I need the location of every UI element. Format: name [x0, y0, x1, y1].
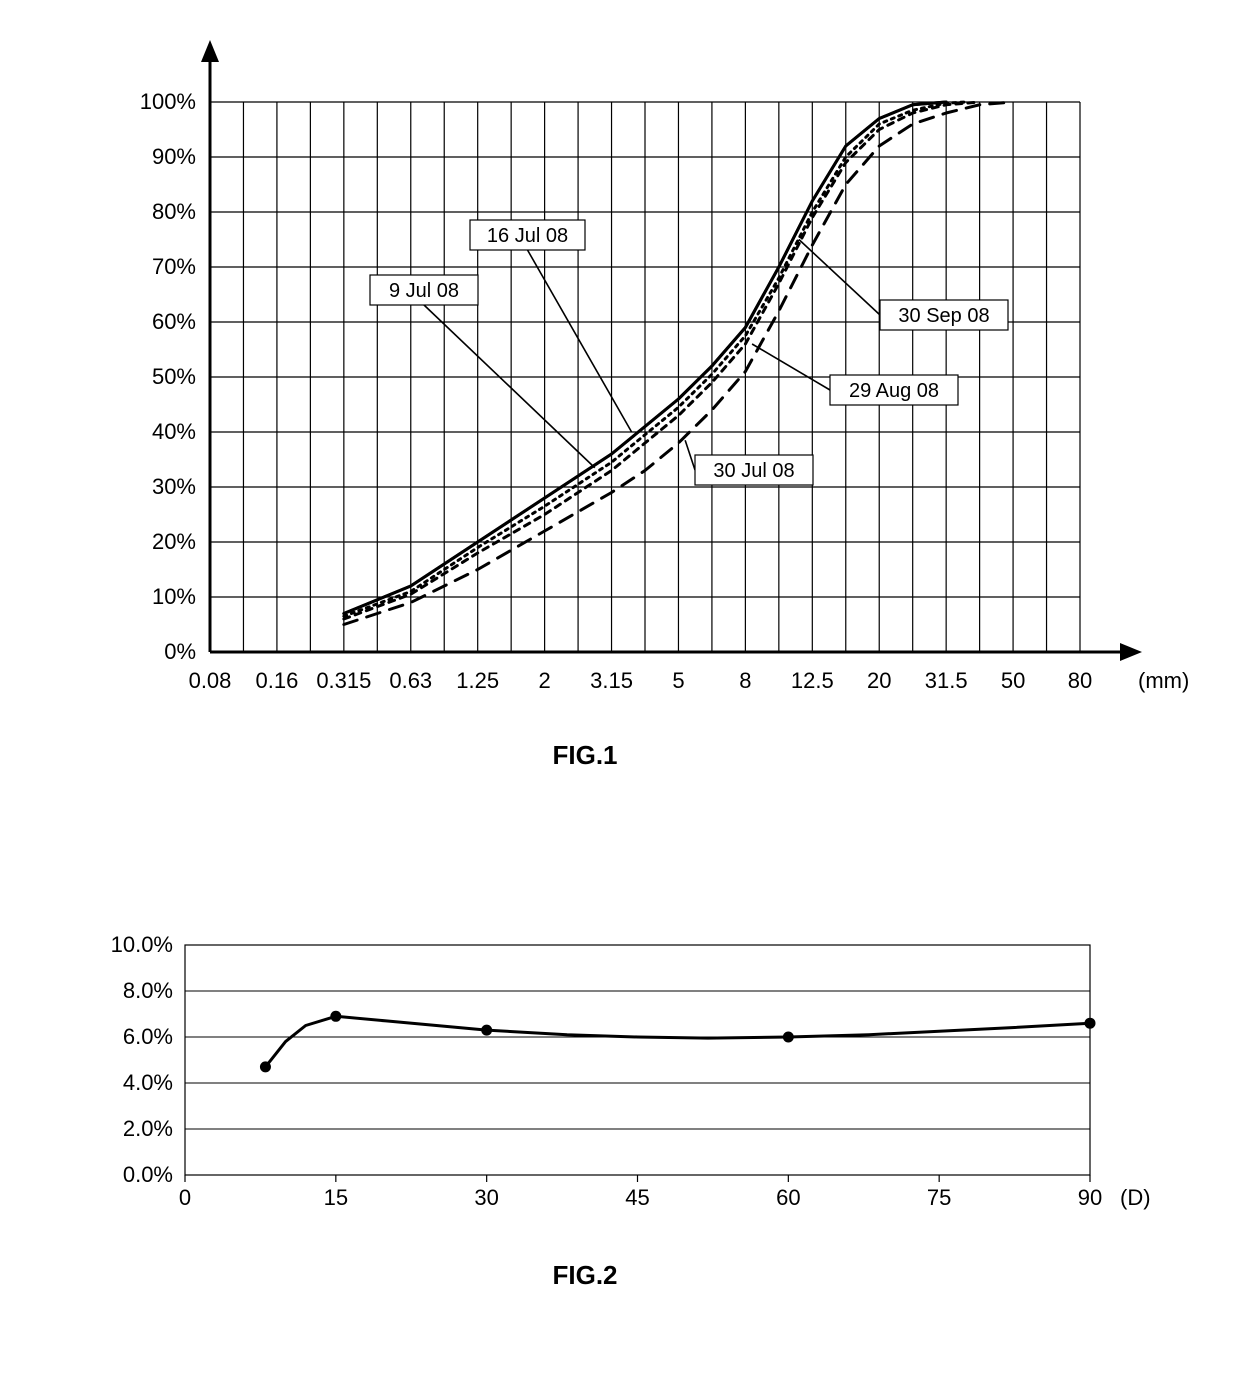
fig2-chart: 0.0% 2.0% 4.0% 6.0% 8.0% 10.0% 0 15 30 45 60 75 90 (D… [0, 910, 1240, 1260]
svg-text:75: 75 [927, 1185, 951, 1210]
fig2-caption: FIG.2 [552, 1260, 617, 1291]
svg-text:6.0%: 6.0% [123, 1024, 173, 1049]
svg-text:60%: 60% [152, 309, 196, 334]
svg-text:29 Aug 08: 29 Aug 08 [849, 380, 939, 402]
svg-text:90: 90 [1078, 1185, 1102, 1210]
svg-text:30%: 30% [152, 474, 196, 499]
svg-text:12.5: 12.5 [791, 668, 834, 693]
svg-text:9 Jul 08: 9 Jul 08 [389, 280, 459, 302]
svg-text:20: 20 [867, 668, 891, 693]
svg-text:31.5: 31.5 [925, 668, 968, 693]
svg-text:0%: 0% [164, 639, 196, 664]
page: 0% 10% 20% 30% 40% 50% 60% 70% 80% 90% 100% 0.08 0.1… [0, 0, 1240, 1380]
svg-text:90%: 90% [152, 144, 196, 169]
svg-text:10.0%: 10.0% [111, 932, 173, 957]
svg-text:3.15: 3.15 [590, 668, 633, 693]
svg-text:0.315: 0.315 [316, 668, 371, 693]
svg-text:45: 45 [625, 1185, 649, 1210]
svg-text:15: 15 [324, 1185, 348, 1210]
svg-text:8: 8 [739, 668, 751, 693]
svg-text:0.16: 0.16 [256, 668, 299, 693]
svg-text:2.0%: 2.0% [123, 1116, 173, 1141]
svg-text:70%: 70% [152, 254, 196, 279]
svg-text:30 Sep 08: 30 Sep 08 [898, 305, 989, 327]
svg-text:(mm): (mm) [1138, 668, 1189, 693]
svg-text:0.08: 0.08 [189, 668, 232, 693]
fig1-caption: FIG.1 [552, 740, 617, 771]
svg-text:0.0%: 0.0% [123, 1162, 173, 1187]
svg-text:10%: 10% [152, 584, 196, 609]
svg-text:4.0%: 4.0% [123, 1070, 173, 1095]
svg-text:100%: 100% [140, 89, 196, 114]
svg-text:8.0%: 8.0% [123, 978, 173, 1003]
svg-text:1.25: 1.25 [456, 668, 499, 693]
svg-text:50%: 50% [152, 364, 196, 389]
fig1-chart: 0% 10% 20% 30% 40% 50% 60% 70% 80% 90% 100% 0.08 0.1… [0, 0, 1240, 820]
svg-text:50: 50 [1001, 668, 1025, 693]
svg-text:0: 0 [179, 1185, 191, 1210]
svg-text:20%: 20% [152, 529, 196, 554]
svg-text:30: 30 [474, 1185, 498, 1210]
svg-text:80: 80 [1068, 668, 1092, 693]
svg-text:40%: 40% [152, 419, 196, 444]
svg-text:80%: 80% [152, 199, 196, 224]
svg-text:(D): (D) [1120, 1185, 1151, 1210]
svg-text:60: 60 [776, 1185, 800, 1210]
svg-text:30 Jul 08: 30 Jul 08 [713, 460, 794, 482]
svg-text:16 Jul 08: 16 Jul 08 [487, 225, 568, 247]
svg-text:5: 5 [672, 668, 684, 693]
svg-text:2: 2 [538, 668, 550, 693]
svg-text:0.63: 0.63 [389, 668, 432, 693]
